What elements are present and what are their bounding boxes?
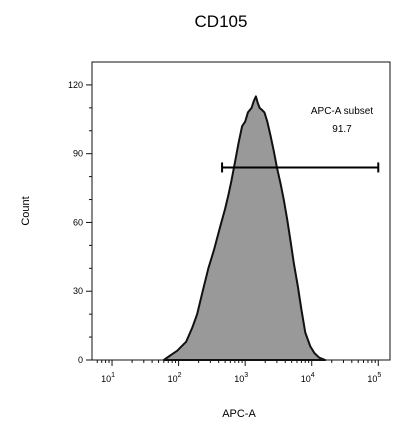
x-tick-exponent-0: 1: [111, 372, 115, 379]
y-axis-label: Count: [20, 196, 32, 225]
x-tick-exponent-2: 3: [244, 372, 248, 379]
x-tick-base-4: 10: [367, 374, 377, 384]
y-tick-label-0: 0: [78, 355, 83, 365]
y-tick-label-4: 120: [68, 80, 83, 90]
x-tick-base-1: 10: [168, 374, 178, 384]
gate-percentage: 91.7: [332, 124, 352, 135]
x-tick-label-4: 105: [367, 372, 381, 384]
histogram-series: [162, 95, 327, 361]
x-tick-label-3: 104: [301, 372, 315, 384]
y-tick-label-1: 30: [73, 286, 83, 296]
x-tick-label-0: 101: [101, 372, 115, 384]
x-tick-base-3: 10: [301, 374, 311, 384]
x-tick-label-1: 102: [168, 372, 182, 384]
gate-label: APC-A subset: [311, 106, 373, 117]
x-axis-label: APC-A: [222, 408, 256, 420]
x-tick-label-2: 103: [234, 372, 248, 384]
x-tick-exponent-4: 5: [377, 372, 381, 379]
chart-title: CD105: [195, 12, 248, 31]
x-tick-base-2: 10: [234, 374, 244, 384]
x-tick-exponent-3: 4: [311, 372, 315, 379]
y-axis-ticks: 0 30 60 90 120: [68, 80, 92, 365]
x-tick-exponent-1: 2: [178, 372, 182, 379]
y-tick-label-2: 60: [73, 217, 83, 227]
x-tick-base-0: 10: [101, 374, 111, 384]
x-axis-ticks: 101 102 103 104 105: [96, 360, 381, 384]
y-tick-label-3: 90: [73, 149, 83, 159]
